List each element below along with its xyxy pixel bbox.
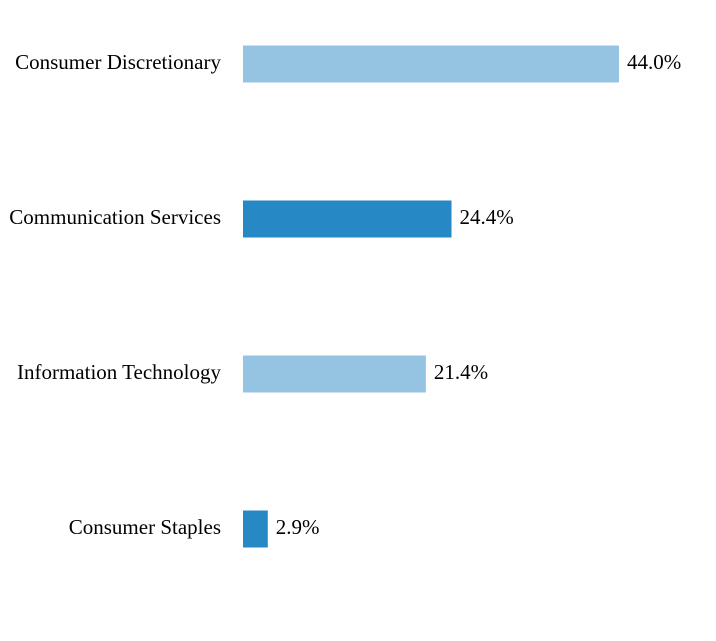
data-label: 2.9%: [276, 515, 320, 539]
category-label: Consumer Staples: [69, 515, 221, 539]
bar: [243, 45, 619, 83]
data-label: 44.0%: [627, 50, 681, 74]
category-label: Information Technology: [17, 360, 222, 384]
data-label: 21.4%: [434, 360, 488, 384]
bar: [243, 200, 452, 238]
category-label: Consumer Discretionary: [15, 50, 221, 74]
bar: [243, 510, 268, 548]
category-label: Communication Services: [9, 205, 221, 229]
bar: [243, 355, 426, 393]
data-label: 24.4%: [460, 205, 514, 229]
